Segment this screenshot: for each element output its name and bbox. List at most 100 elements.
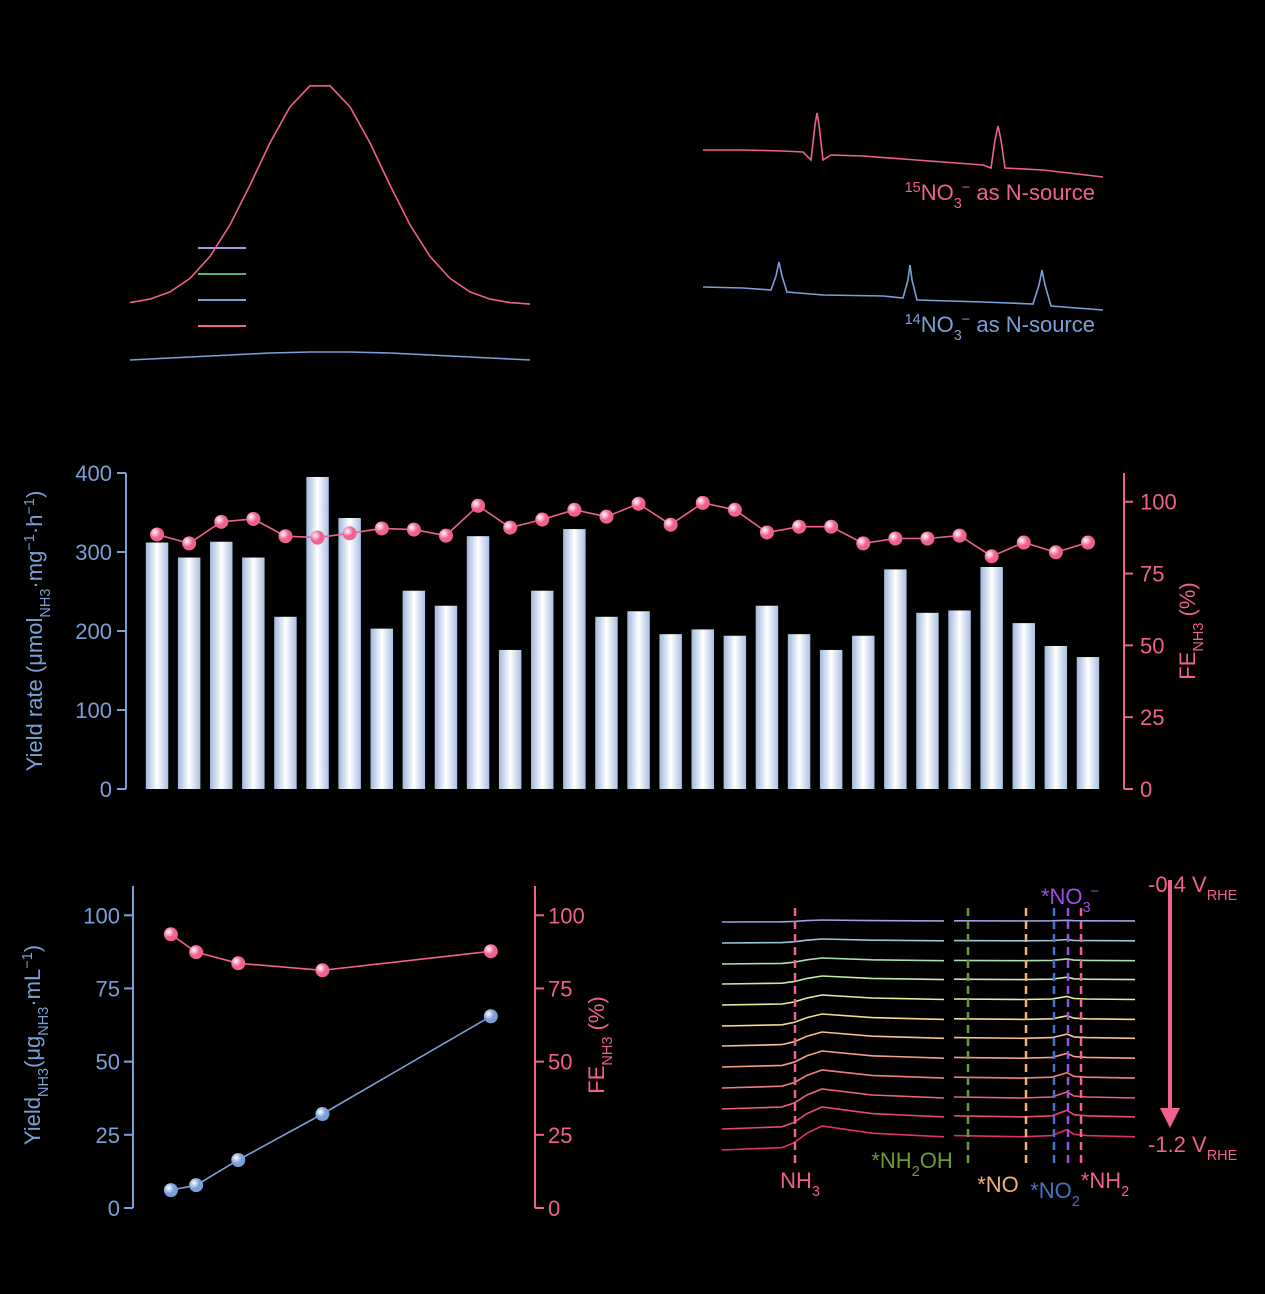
- bar: [498, 649, 522, 789]
- text-piece: 2: [1121, 1184, 1129, 1200]
- tick-label: 75: [1140, 562, 1164, 587]
- data-point: [214, 514, 229, 529]
- bar: [819, 649, 843, 789]
- data-point: [374, 521, 389, 536]
- tick-label: 100: [548, 903, 585, 928]
- axis-title: FENH3 (%): [584, 996, 616, 1094]
- tick-label: 0: [108, 1196, 120, 1221]
- data-point: [182, 536, 197, 551]
- data-point: [438, 528, 453, 543]
- text-piece: −: [962, 312, 970, 328]
- text-piece: 3: [1083, 900, 1091, 916]
- data-point: [150, 527, 165, 542]
- marker-label: *NH2OH: [871, 1148, 952, 1180]
- text-piece: -1.2 V: [1148, 1132, 1207, 1157]
- text-piece: *NO: [1030, 1178, 1072, 1203]
- bar: [177, 557, 201, 789]
- text-piece: (μg: [20, 1036, 45, 1068]
- tick-label: 100: [1140, 490, 1177, 515]
- text-piece: (%): [1175, 582, 1200, 622]
- data-point: [483, 944, 498, 959]
- text-piece: *NO: [1041, 884, 1083, 909]
- text-piece: 15: [905, 180, 921, 196]
- text-piece: NH3: [38, 589, 54, 618]
- data-point: [483, 1009, 498, 1024]
- text-piece: ·mL: [20, 969, 45, 1007]
- tick-label: 100: [83, 903, 120, 928]
- text-piece: NO: [921, 180, 954, 205]
- annotation: -1.2 VRHE: [1148, 1132, 1238, 1164]
- data-point: [471, 498, 486, 513]
- text-piece: NH3: [36, 1007, 52, 1036]
- bar: [306, 476, 329, 789]
- data-point: [406, 522, 421, 537]
- data-line: [703, 112, 1104, 178]
- bar: [210, 541, 233, 789]
- tick-label: 0: [548, 1196, 560, 1221]
- text-piece: RHE: [1207, 888, 1238, 904]
- text-piece: *NO: [977, 1172, 1019, 1197]
- data-line: [702, 261, 1104, 311]
- bar: [980, 567, 1003, 789]
- text-piece: ·mg: [22, 551, 47, 589]
- axis-title: YieldNH3(μgNH3·mL−1): [20, 945, 52, 1145]
- text-piece: 2: [912, 1164, 920, 1180]
- bar: [659, 634, 682, 789]
- data-point: [503, 520, 518, 535]
- text-piece: *NH: [871, 1148, 911, 1173]
- text-piece: *NH: [1081, 1168, 1121, 1193]
- annotation: 15NO3− as N-source: [905, 180, 1095, 212]
- text-piece: NH3: [1191, 623, 1207, 652]
- bar: [884, 569, 907, 789]
- text-piece: Yield rate (μmol: [22, 618, 47, 772]
- text-piece: 14: [905, 312, 921, 328]
- data-point: [567, 502, 582, 517]
- text-piece: −1: [22, 498, 38, 515]
- bar: [1012, 623, 1035, 789]
- bar: [274, 616, 297, 789]
- text-piece: ): [22, 491, 47, 498]
- tick-label: 100: [75, 698, 112, 723]
- data-line: [721, 994, 1136, 1006]
- bar: [434, 605, 458, 789]
- annotation: -0.4 VRHE: [1148, 872, 1238, 904]
- bar: [948, 610, 971, 789]
- data-point: [663, 517, 678, 532]
- tick-label: 25: [548, 1123, 572, 1148]
- text-piece: NH: [780, 1168, 812, 1193]
- text-piece: 3: [954, 328, 962, 344]
- tick-label: 200: [75, 619, 112, 644]
- text-piece: (%): [584, 996, 609, 1036]
- bar: [402, 590, 426, 789]
- bar: [723, 635, 747, 789]
- bar: [338, 518, 361, 789]
- data-point: [342, 526, 357, 541]
- bar: [787, 634, 811, 789]
- data-point: [856, 536, 871, 551]
- data-point: [315, 963, 330, 978]
- text-piece: as N-source: [970, 312, 1095, 337]
- text-piece: −1: [20, 952, 36, 969]
- data-point: [631, 496, 646, 511]
- tick-label: 75: [548, 976, 572, 1001]
- tick-label: 300: [75, 540, 112, 565]
- data-line: [721, 919, 1136, 923]
- text-piece: Yield: [20, 1097, 45, 1145]
- data-point: [231, 1152, 246, 1167]
- bar: [1044, 646, 1068, 789]
- marker-label: *NH2: [1081, 1168, 1129, 1200]
- text-piece: NH3: [36, 1068, 52, 1097]
- data-point: [952, 528, 967, 543]
- bar: [691, 629, 714, 789]
- data-line: [721, 1069, 1136, 1089]
- data-point: [824, 519, 839, 534]
- data-point: [246, 511, 261, 526]
- data-point: [727, 502, 742, 517]
- data-point: [920, 531, 935, 546]
- data-point: [310, 530, 325, 545]
- text-piece: NH3: [600, 1037, 616, 1066]
- text-piece: -0.4 V: [1148, 872, 1207, 897]
- text-piece: 3: [812, 1184, 820, 1200]
- tick-label: 50: [548, 1050, 572, 1075]
- data-point: [231, 956, 246, 971]
